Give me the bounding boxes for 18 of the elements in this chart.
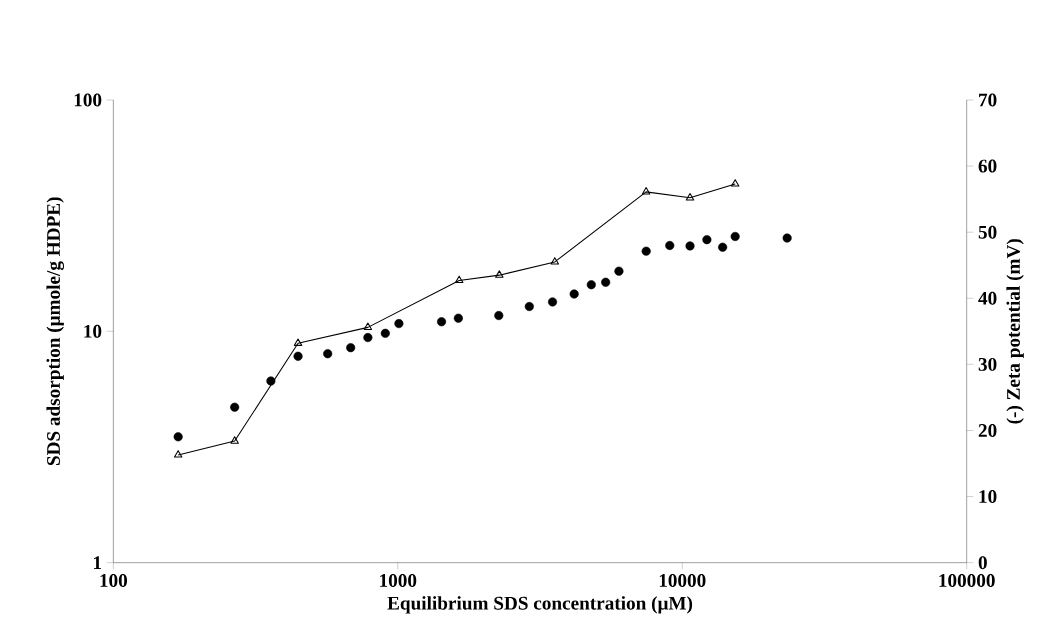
x-tick-label: 1000	[380, 574, 417, 588]
y2-axis-title: (-) Zeta potential (mV)	[1006, 239, 1024, 424]
y-tick-label: 1	[93, 556, 102, 570]
y2-tick-label: 60	[978, 159, 997, 173]
y2-tick-label: 10	[979, 490, 997, 504]
x-tick-label: 10000	[659, 574, 706, 588]
x-tick-label: 100	[100, 574, 128, 588]
y2-tick-label: 20	[978, 424, 997, 438]
x-axis-title: Equilibrium SDS concentration (μM)	[387, 596, 693, 614]
y-tick-label: 100	[74, 93, 102, 107]
y2-tick-label: 70	[979, 93, 997, 107]
y-axis-title: SDS adsorption (μmole/g HDPE)	[46, 197, 65, 466]
y2-tick-label: 0	[978, 556, 987, 570]
y2-tick-label: 50	[978, 225, 997, 239]
y2-tick-label: 30	[978, 358, 997, 372]
x-tick-label: 100000	[939, 574, 995, 588]
y2-tick-label: 40	[978, 291, 997, 305]
y-tick-label: 10	[84, 325, 102, 338]
